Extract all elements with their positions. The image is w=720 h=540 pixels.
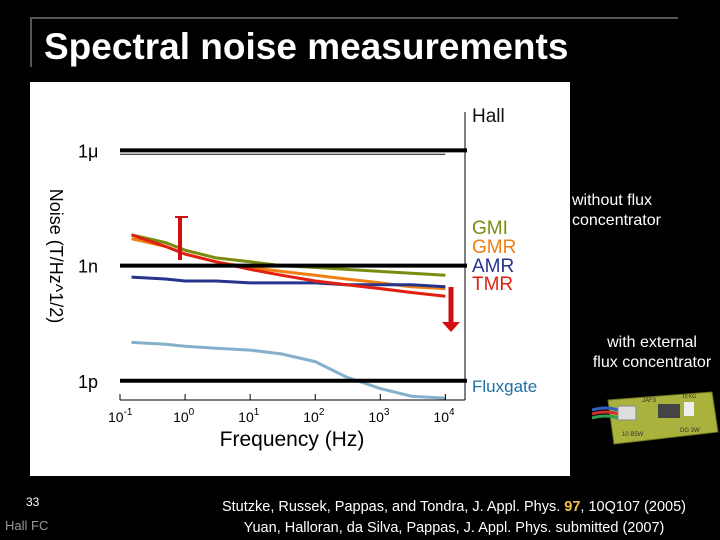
device-wire-green	[592, 414, 619, 420]
legend-hall: Hall	[472, 106, 505, 127]
device-wire-red	[592, 410, 619, 416]
title-frame-left	[30, 17, 32, 67]
legend-gmi: GMI	[472, 218, 508, 239]
series-line-fluxgate	[131, 340, 446, 400]
device-label-1: JAF3	[642, 398, 657, 404]
device-label-3: 15 KG	[682, 394, 696, 400]
citation: Stutzke, Russek, Pappas, and Tondra, J. …	[188, 497, 720, 539]
citation-line2: Yuan, Halloran, da Silva, Pappas, J. App…	[243, 520, 665, 536]
note-without-line2: concentrator	[572, 212, 661, 229]
footer-label: Hall FC	[5, 518, 49, 533]
citation-line1-suffix: , 10Q107 (2005)	[580, 499, 687, 515]
device-connector	[617, 405, 637, 421]
y-axis-label: Noise (T/Hz^1/2)	[46, 189, 66, 323]
note-with-line1: with external	[607, 334, 697, 351]
device-label-4: DG 3W	[680, 428, 700, 434]
note-without-concentrator: without flux concentrator	[572, 191, 661, 231]
device-label-2: 10 B5W	[622, 432, 644, 438]
x-tick-label-1: 101	[238, 407, 260, 425]
legend-amr: AMR	[472, 256, 514, 277]
level-label-p: 1p	[78, 372, 98, 392]
note-with-concentrator: with external flux concentrator	[584, 333, 720, 373]
improvement-arrow-head	[442, 322, 460, 332]
level-label-: 1μ	[78, 141, 98, 161]
title-frame-top	[30, 17, 678, 19]
slide-number: 33	[26, 495, 40, 509]
x-tick-label-3: 103	[368, 407, 390, 425]
series-line-amr	[131, 275, 446, 289]
legend-gmr: GMR	[472, 237, 516, 258]
slide-title: Spectral noise measurements	[44, 26, 569, 67]
note-with-line2: flux concentrator	[592, 354, 712, 371]
device-contact	[684, 402, 694, 416]
level-label-n: 1n	[78, 257, 98, 277]
legend-tmr: TMR	[472, 274, 513, 295]
device-chip	[658, 404, 680, 418]
citation-line1-prefix: Stutzke, Russek, Pappas, and Tondra, J. …	[221, 499, 565, 515]
plot-panel: Hall GMI GMR AMR TMR Fluxgate 1μ 1n 1p 10-1 100 101…	[30, 82, 570, 476]
x-axis-label: Frequency (Hz)	[220, 428, 365, 451]
device-photo: JAF3 15 KG 10 B5W DG 3W	[592, 391, 719, 445]
x-tick-label-4: 104	[433, 407, 455, 425]
citation-volume: 97	[564, 499, 581, 515]
device-wire-blue	[592, 406, 619, 412]
legend-fluxgate: Fluxgate	[472, 377, 537, 396]
x-tick-label-0: 100	[173, 407, 195, 425]
x-tick-label-2: 102	[303, 407, 325, 425]
note-without-line1: without flux	[572, 192, 653, 209]
citation-line1: Stutzke, Russek, Pappas, and Tondra, J. …	[188, 497, 720, 518]
x-tick-label--1: 10-1	[108, 407, 133, 425]
